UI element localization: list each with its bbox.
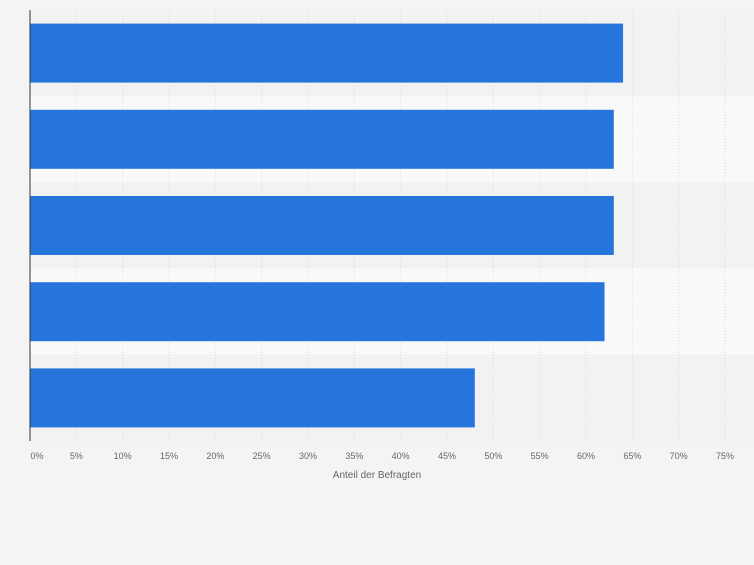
x-tick-label: 5%: [70, 451, 83, 461]
bar: [30, 23, 624, 83]
bar: [30, 282, 605, 342]
x-tick-label: 25%: [253, 451, 271, 461]
x-tick-label: 50%: [484, 451, 502, 461]
x-tick-label: 40%: [392, 451, 410, 461]
x-tick-label: 30%: [299, 451, 317, 461]
bar: [30, 196, 614, 255]
x-axis-ticks: 0% 5% 10% 15% 20% 25% 30% 35% 40% 45% 50% 55% 60% 65%…: [30, 451, 734, 461]
x-tick-label: 35%: [345, 451, 363, 461]
x-tick-label: 20%: [206, 451, 224, 461]
x-tick-label: 15%: [160, 451, 178, 461]
bars: [30, 23, 624, 428]
bar: [30, 109, 614, 169]
bar: [30, 368, 475, 428]
x-tick-label: 65%: [623, 451, 641, 461]
x-tick-label: 45%: [438, 451, 456, 461]
x-tick-label: 0%: [30, 451, 43, 461]
x-tick-label: 10%: [114, 451, 132, 461]
x-tick-label: 70%: [670, 451, 688, 461]
x-tick-label: 55%: [531, 451, 549, 461]
x-tick-label: 60%: [577, 451, 595, 461]
x-tick-label: 75%: [716, 451, 734, 461]
x-axis-label: Anteil der Befragten: [333, 470, 421, 481]
